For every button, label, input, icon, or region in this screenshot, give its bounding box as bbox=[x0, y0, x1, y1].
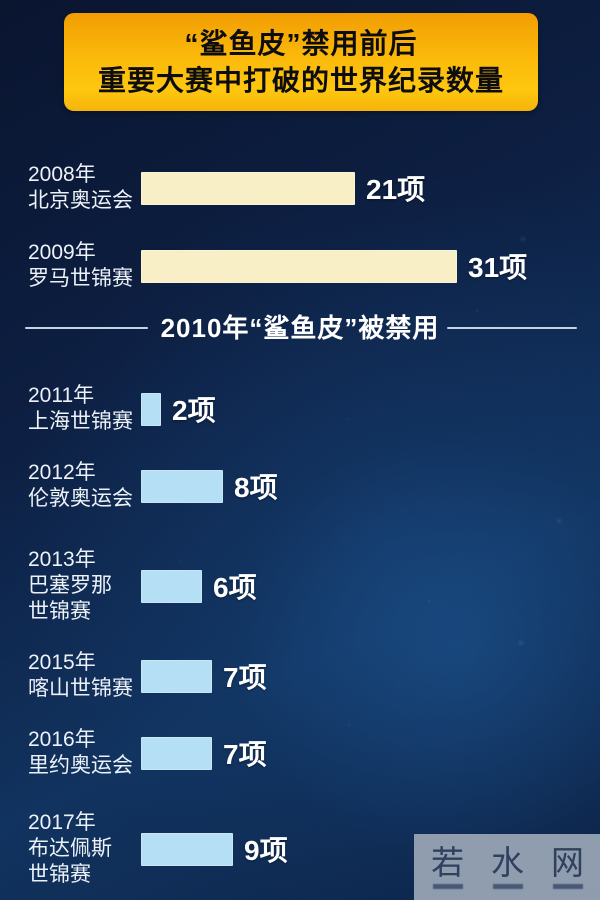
row-label-2009: 2009年 罗马世锦赛 bbox=[28, 240, 141, 292]
row-label-line: 2011年 bbox=[28, 384, 95, 407]
row-label-2016: 2016年 里约奥运会 bbox=[28, 727, 141, 779]
row-label-line: 世锦赛 bbox=[28, 600, 91, 623]
bar-2011 bbox=[141, 392, 161, 426]
ban-divider: 2010年“鲨鱼皮”被禁用 bbox=[0, 310, 600, 346]
row-label-line: 2009年 bbox=[28, 241, 96, 264]
chart-row-2013: 2013年 巴塞罗那 世锦赛 6项 bbox=[28, 547, 600, 625]
chart-row-2016: 2016年 里约奥运会 7项 bbox=[28, 727, 600, 779]
bar-value-2011: 2项 bbox=[172, 395, 216, 426]
page-title-line-2: 重要大赛中打破的世界纪录数量 bbox=[97, 65, 504, 96]
bar-value-2013: 6项 bbox=[213, 572, 257, 603]
row-label-2013: 2013年 巴塞罗那 世锦赛 bbox=[28, 547, 141, 625]
chart-row-2012: 2012年 伦敦奥运会 8项 bbox=[28, 460, 600, 512]
watermark-subtext bbox=[492, 884, 523, 889]
row-label-line: 2013年 bbox=[28, 548, 96, 571]
row-label-line: 巴塞罗那 bbox=[28, 574, 112, 597]
row-label-line: 喀山世锦赛 bbox=[28, 677, 133, 700]
bar-value-2009: 31项 bbox=[468, 252, 528, 283]
row-label-2015: 2015年 喀山世锦赛 bbox=[28, 650, 141, 702]
row-label-line: 上海世锦赛 bbox=[28, 410, 133, 433]
bar-2013 bbox=[141, 569, 202, 603]
watermark: 若 水 网 bbox=[414, 834, 600, 900]
watermark-column: 水 bbox=[491, 846, 524, 900]
chart-row-2011: 2011年 上海世锦赛 2项 bbox=[28, 383, 600, 435]
row-label-2017: 2017年 布达佩斯 世锦赛 bbox=[28, 810, 141, 888]
ban-divider-label: 2010年“鲨鱼皮”被禁用 bbox=[160, 313, 440, 343]
watermark-char: 网 bbox=[551, 844, 584, 881]
bar-value-2016: 7项 bbox=[223, 739, 267, 770]
row-label-line: 2016年 bbox=[28, 728, 96, 751]
page-title-line-1: “鲨鱼皮”禁用前后 bbox=[184, 28, 418, 59]
row-label-line: 世锦赛 bbox=[28, 863, 91, 886]
chart-row-2017: 2017年 布达佩斯 世锦赛 9项 bbox=[28, 810, 600, 888]
row-label-line: 罗马世锦赛 bbox=[28, 267, 133, 290]
bar-2009 bbox=[141, 249, 457, 283]
row-label-2008: 2008年 北京奥运会 bbox=[28, 162, 141, 214]
bar-2015 bbox=[141, 659, 212, 693]
bar-value-2017: 9项 bbox=[244, 835, 288, 866]
watermark-column: 网 bbox=[551, 846, 584, 900]
watermark-char: 若 bbox=[431, 844, 464, 881]
row-label-line: 2015年 bbox=[28, 651, 96, 674]
row-label-2011: 2011年 上海世锦赛 bbox=[28, 383, 141, 435]
row-label-line: 里约奥运会 bbox=[28, 754, 133, 777]
row-label-line: 2012年 bbox=[28, 461, 96, 484]
bar-2017 bbox=[141, 832, 233, 866]
bar-2008 bbox=[141, 171, 355, 205]
chart-row-2009: 2009年 罗马世锦赛 31项 bbox=[28, 240, 600, 292]
row-label-line: 2008年 bbox=[28, 163, 96, 186]
divider-line-left bbox=[25, 327, 148, 329]
title-banner: “鲨鱼皮”禁用前后 重要大赛中打破的世界纪录数量 bbox=[64, 13, 538, 111]
bar-2012 bbox=[141, 469, 223, 503]
bar-value-2012: 8项 bbox=[234, 472, 278, 503]
row-label-line: 北京奥运会 bbox=[28, 189, 133, 212]
bubble-specks bbox=[0, 0, 2, 2]
bar-2016 bbox=[141, 736, 212, 770]
watermark-subtext bbox=[552, 884, 583, 889]
watermark-char: 水 bbox=[491, 844, 524, 881]
row-label-line: 2017年 bbox=[28, 811, 96, 834]
divider-line-right bbox=[447, 327, 577, 329]
chart-row-2015: 2015年 喀山世锦赛 7项 bbox=[28, 650, 600, 702]
row-label-line: 布达佩斯 bbox=[28, 837, 112, 860]
row-label-2012: 2012年 伦敦奥运会 bbox=[28, 460, 141, 512]
watermark-column: 若 bbox=[431, 846, 464, 900]
chart-row-2008: 2008年 北京奥运会 21项 bbox=[28, 162, 600, 214]
bar-value-2008: 21项 bbox=[366, 174, 426, 205]
watermark-subtext bbox=[432, 884, 463, 889]
bar-value-2015: 7项 bbox=[223, 662, 267, 693]
row-label-line: 伦敦奥运会 bbox=[28, 487, 133, 510]
